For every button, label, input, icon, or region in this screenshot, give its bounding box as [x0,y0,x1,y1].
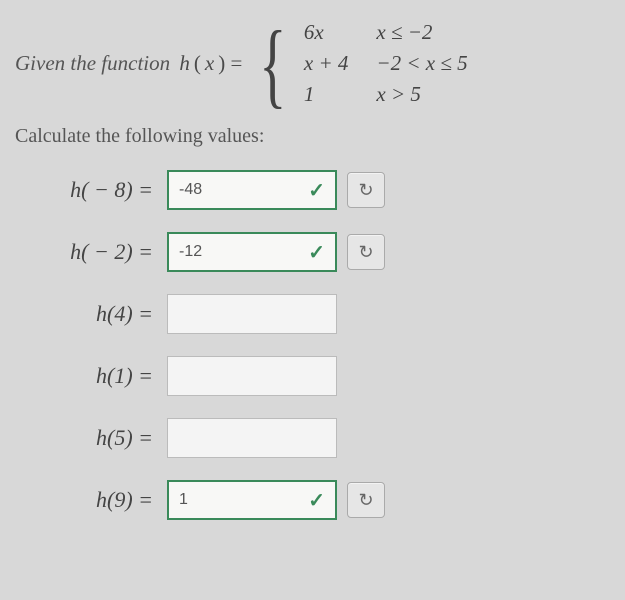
retry-button[interactable]: ↻ [347,482,385,518]
function-definition: Given the function h ( x ) = { 6x x ≤ −2… [15,20,610,107]
piece-3-expr: 1 [304,82,349,107]
prompt-text: Given the function [15,51,170,76]
check-icon: ✓ [308,240,325,265]
answer-value: 1 [179,491,188,509]
expression-label: h(1) = [25,363,167,389]
subheading: Calculate the following values: [15,125,610,148]
answer-input[interactable]: -12 ✓ [167,232,337,272]
answer-value: -12 [179,243,202,261]
answer-input[interactable]: -48 ✓ [167,170,337,210]
retry-button[interactable]: ↻ [347,172,385,208]
answer-row: h(5) = [25,416,610,460]
expression-label: h(4) = [25,301,167,327]
answer-row: h( − 2) = -12 ✓ ↻ [25,230,610,274]
expression-label: h(5) = [25,425,167,451]
answer-input[interactable] [167,356,337,396]
fn-var: x [205,51,214,76]
retry-icon: ↻ [358,242,373,263]
expression-label: h( − 8) = [25,177,167,203]
piece-1-cond: x ≤ −2 [376,20,467,45]
answer-value: -48 [179,181,202,199]
answer-row: h(9) =1✓↻ [25,478,610,522]
piece-3-cond: x > 5 [376,82,467,107]
piece-2-cond: −2 < x ≤ 5 [376,51,467,76]
piecewise-grid: 6x x ≤ −2 x + 4 −2 < x ≤ 5 1 x > 5 [304,20,468,107]
answer-rows: h( − 8) = -48 ✓ ↻ h( − 2) = -12 ✓ ↻ h(4) = h(1) =… [15,168,610,522]
fn-name: h [179,51,190,76]
check-icon: ✓ [308,178,325,203]
answer-input[interactable] [167,418,337,458]
answer-row: h(1) = [25,354,610,398]
left-brace: { [259,26,286,102]
retry-button[interactable]: ↻ [347,234,385,270]
answer-input[interactable] [167,294,337,334]
expression-label: h(9) = [25,487,167,513]
answer-input[interactable]: 1✓ [167,480,337,520]
answer-row: h(4) = [25,292,610,336]
piece-2-expr: x + 4 [304,51,349,76]
paren-open: ( [194,51,201,76]
equals-sign: = [230,51,242,76]
expression-label: h( − 2) = [25,239,167,265]
paren-close: ) [218,51,230,76]
piece-1-expr: 6x [304,20,349,45]
piecewise-wrap: { 6x x ≤ −2 x + 4 −2 < x ≤ 5 1 x > 5 [250,20,467,107]
answer-row: h( − 8) = -48 ✓ ↻ [25,168,610,212]
retry-icon: ↻ [358,180,373,201]
check-icon: ✓ [308,488,325,513]
retry-icon: ↻ [358,490,373,511]
fn-open [170,51,175,76]
